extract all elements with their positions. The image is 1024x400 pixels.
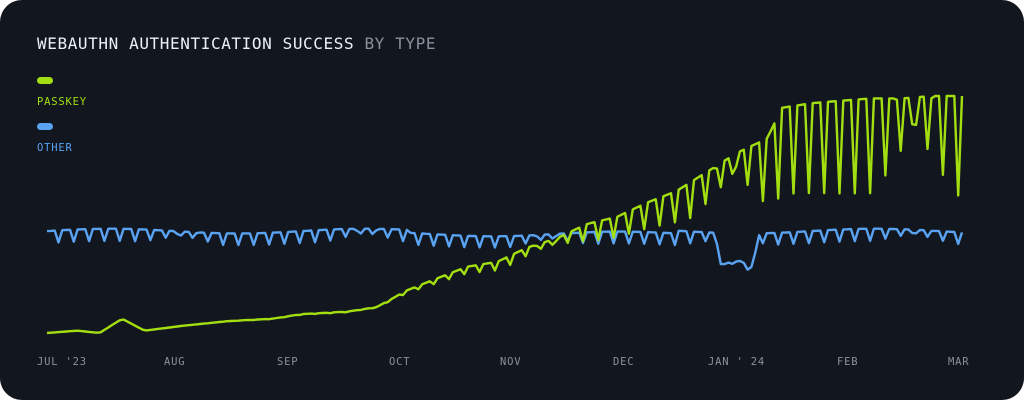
x-tick-label: NOV: [500, 356, 521, 368]
x-tick-label: FEB: [837, 356, 858, 368]
series-line-other: [46, 227, 964, 271]
legend-item-other[interactable]: OTHER: [37, 123, 73, 154]
chart-title: WEBAUTHN AUTHENTICATION SUCCESS BY TYPE: [37, 34, 436, 53]
chart-title-main: WEBAUTHN AUTHENTICATION SUCCESS: [37, 34, 355, 53]
x-tick-label: JUL '23: [37, 356, 87, 368]
x-tick-label: AUG: [164, 356, 185, 368]
series-line-passkey: [46, 94, 964, 335]
legend-swatch-other: [37, 123, 53, 130]
x-tick-label: JAN ' 24: [708, 356, 765, 368]
x-tick-label: DEC: [613, 356, 634, 368]
chart-title-suffix: BY TYPE: [364, 34, 437, 53]
legend-label-other: OTHER: [37, 142, 73, 154]
legend-swatch-passkey: [37, 77, 53, 84]
x-tick-label: SEP: [277, 356, 298, 368]
x-tick-label: OCT: [389, 356, 410, 368]
legend-item-passkey[interactable]: PASSKEY: [37, 77, 87, 108]
x-tick-label: MAR: [948, 356, 969, 368]
legend-label-passkey: PASSKEY: [37, 96, 87, 108]
